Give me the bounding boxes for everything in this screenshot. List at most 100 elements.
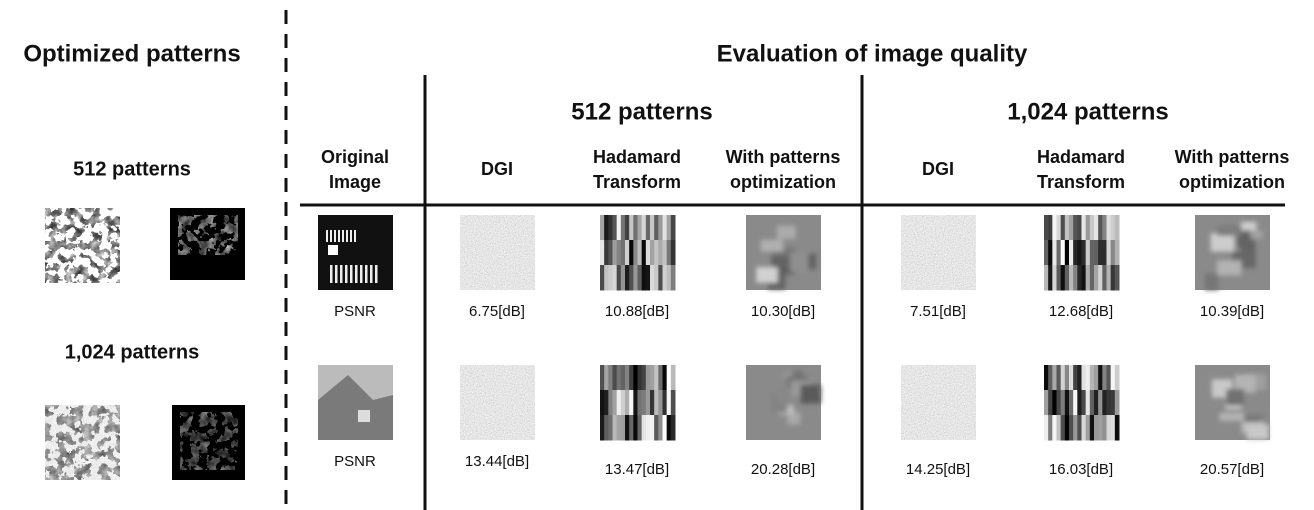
stripe — [638, 240, 643, 266]
stripe — [1090, 365, 1095, 391]
result-image — [901, 215, 976, 290]
blob — [1226, 389, 1244, 405]
stripe — [663, 365, 668, 391]
bar — [338, 230, 340, 242]
column-header: optimization — [1179, 172, 1285, 192]
stripe — [1065, 215, 1070, 241]
stripe — [1065, 415, 1070, 441]
stripe — [1086, 415, 1091, 441]
stripe — [663, 390, 668, 416]
stripe — [1107, 240, 1112, 266]
column-header: DGI — [922, 159, 954, 179]
stripe — [604, 265, 609, 291]
stripe — [1057, 240, 1062, 266]
result-image — [746, 365, 822, 440]
stripe — [621, 390, 626, 416]
psnr-value: 20.28[dB] — [751, 461, 815, 478]
stripe — [1111, 390, 1116, 416]
stripe — [625, 415, 630, 441]
stripe — [658, 365, 663, 391]
stripe — [608, 215, 613, 241]
column-header: Original — [321, 147, 389, 167]
left-title: Optimized patterns — [23, 40, 240, 67]
stripe — [629, 365, 634, 391]
noise — [901, 215, 976, 290]
stripe — [650, 265, 655, 291]
stripe — [633, 240, 638, 266]
stripe — [667, 415, 672, 441]
psnr-value: 7.51[dB] — [910, 303, 966, 320]
stripe — [1057, 215, 1062, 241]
stripe — [671, 415, 676, 441]
stripe — [629, 390, 634, 416]
stripe — [650, 365, 655, 391]
stripe — [1061, 240, 1066, 266]
stripe — [617, 365, 622, 391]
stripe — [658, 240, 663, 266]
stripe — [667, 240, 672, 266]
stripe — [1102, 390, 1107, 416]
blob — [1217, 225, 1241, 236]
stripe — [621, 240, 626, 266]
blob — [1217, 260, 1241, 275]
stripe — [654, 265, 659, 291]
stripe — [1077, 390, 1082, 416]
result-image — [901, 365, 976, 440]
bar — [354, 230, 356, 242]
group-label: 1,024 patterns — [1007, 98, 1168, 125]
right-title: Evaluation of image quality — [717, 40, 1028, 67]
stripe — [625, 215, 630, 241]
stripe — [1094, 365, 1099, 391]
stripe — [1107, 265, 1112, 291]
result-image — [1195, 215, 1270, 290]
stripe — [638, 390, 643, 416]
stripe — [1098, 240, 1103, 266]
result-image — [1195, 365, 1270, 440]
blob — [1250, 230, 1263, 238]
stripe — [654, 215, 659, 241]
stripe — [650, 390, 655, 416]
stripe — [1044, 415, 1049, 441]
stripe — [1048, 415, 1053, 441]
stripe — [600, 215, 605, 241]
column-header: Transform — [593, 172, 681, 192]
stripe — [633, 415, 638, 441]
bar — [326, 230, 328, 242]
stripe — [625, 240, 630, 266]
stripe — [1102, 215, 1107, 241]
stripe — [1048, 390, 1053, 416]
blob — [1241, 222, 1257, 231]
psnr-value: 20.57[dB] — [1200, 461, 1264, 478]
bar — [330, 230, 332, 242]
column-header: Transform — [1037, 172, 1125, 192]
stripe — [1069, 415, 1074, 441]
stripe — [1061, 365, 1066, 391]
stripe — [1102, 240, 1107, 266]
stripe — [1073, 265, 1078, 291]
column-header: optimization — [730, 172, 836, 192]
stripe — [646, 215, 651, 241]
stripe — [646, 415, 651, 441]
stripe — [1094, 215, 1099, 241]
stripe — [646, 240, 651, 266]
stripe — [625, 365, 630, 391]
stripe — [1048, 265, 1053, 291]
blob — [1205, 273, 1219, 290]
stripe — [1115, 265, 1120, 291]
column-header: With patterns — [1175, 147, 1290, 167]
group-label: 512 patterns — [571, 98, 712, 125]
stripe — [1065, 265, 1070, 291]
bar — [365, 265, 368, 283]
column-header: Hadamard — [1037, 147, 1125, 167]
stripe — [1061, 390, 1066, 416]
stripe — [600, 240, 605, 266]
psnr-value: 10.39[dB] — [1200, 303, 1264, 320]
noise — [460, 365, 535, 440]
stripe — [1061, 215, 1066, 241]
stripe — [646, 265, 651, 291]
stripe — [608, 365, 613, 391]
bar — [350, 230, 352, 242]
stripe — [617, 390, 622, 416]
stripe — [1065, 390, 1070, 416]
bar — [342, 230, 344, 242]
